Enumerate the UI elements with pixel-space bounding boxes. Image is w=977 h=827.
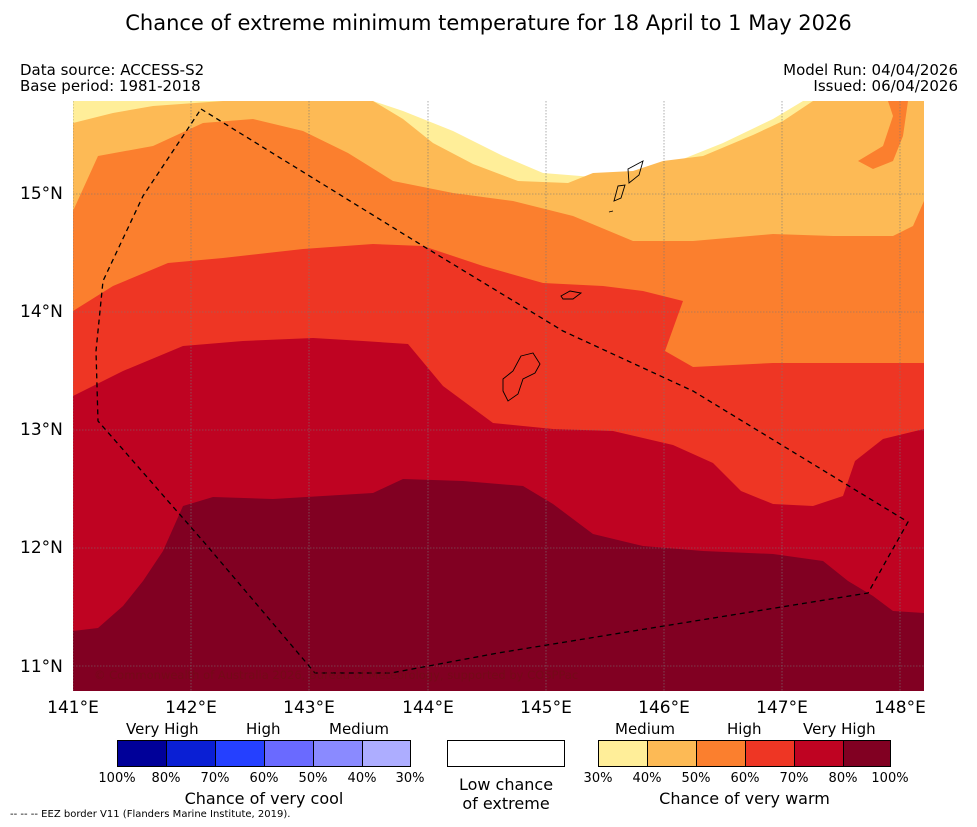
warm-caption: Chance of very warm xyxy=(659,789,830,808)
y-tick-13n: 13°N xyxy=(20,420,63,440)
cool-swatch-5 xyxy=(313,740,363,767)
x-tick-145e: 145°E xyxy=(520,698,572,718)
island-rota xyxy=(560,290,583,300)
low-chance-line1: Low chance xyxy=(458,775,554,794)
warm-swatch-2 xyxy=(647,740,697,767)
warm-label-high: High xyxy=(727,720,762,738)
cool-label-very-high: Very High xyxy=(126,720,199,738)
warm-swatch-4 xyxy=(745,740,795,767)
warm-tick-40: 40% xyxy=(632,771,662,786)
low-chance-caption: Low chance of extreme xyxy=(430,775,582,813)
x-tick-147e: 147°E xyxy=(756,698,808,718)
warm-label-medium: Medium xyxy=(615,720,675,738)
cool-swatch-2 xyxy=(166,740,216,767)
x-tick-141e: 141°E xyxy=(47,698,99,718)
eez-footnote: -- -- -- EEZ border V11 (Flanders Marine… xyxy=(10,809,291,820)
warm-tick-30: 30% xyxy=(583,771,613,786)
forecast-map: © Commonwealth of Australia 2026, Bureau… xyxy=(73,101,924,691)
zone-warm-50-patch xyxy=(858,101,908,169)
map-gridlines xyxy=(73,101,924,691)
x-tick-143e: 143°E xyxy=(283,698,335,718)
x-tick-144e: 144°E xyxy=(402,698,454,718)
warm-swatch-6 xyxy=(843,740,891,767)
cool-tick-30: 30% xyxy=(395,771,425,786)
chart-title: Chance of extreme minimum temperature fo… xyxy=(125,11,852,35)
warm-tick-70: 70% xyxy=(779,771,809,786)
x-tick-146e: 146°E xyxy=(638,698,690,718)
y-tick-14n: 14°N xyxy=(20,302,63,322)
warm-label-very-high: Very High xyxy=(803,720,876,738)
warm-tick-80: 80% xyxy=(828,771,858,786)
cool-caption: Chance of very cool xyxy=(184,789,344,808)
cool-tick-50: 50% xyxy=(298,771,328,786)
zone-low-chance xyxy=(373,101,803,177)
base-period: Base period: 1981-2018 xyxy=(20,77,201,95)
copyright-watermark: © Commonwealth of Australia 2026, Bureau… xyxy=(94,668,578,682)
y-tick-11n: 11°N xyxy=(20,657,63,677)
warm-swatch-5 xyxy=(794,740,844,767)
cool-tick-70: 70% xyxy=(200,771,230,786)
x-tick-148e: 148°E xyxy=(874,698,926,718)
low-chance-line2: of extreme xyxy=(462,794,550,813)
y-tick-12n: 12°N xyxy=(20,538,63,558)
issued-date: Issued: 06/04/2026 xyxy=(813,77,958,95)
cool-tick-60: 60% xyxy=(249,771,279,786)
island-guam xyxy=(502,352,541,402)
cool-tick-80: 80% xyxy=(151,771,181,786)
cool-tick-40: 40% xyxy=(347,771,377,786)
cool-label-medium: Medium xyxy=(329,720,389,738)
cool-swatch-1 xyxy=(117,740,167,767)
data-info: Data source: ACCESS-S2 Base period: 1981… xyxy=(20,62,204,94)
island-aguijan xyxy=(608,210,614,213)
warm-tick-100: 100% xyxy=(871,771,909,786)
warm-swatch-3 xyxy=(696,740,746,767)
model-run: Model Run: 04/04/2026 xyxy=(783,61,958,79)
x-tick-142e: 142°E xyxy=(165,698,217,718)
low-chance-swatch xyxy=(447,740,565,767)
eez-border xyxy=(95,108,909,674)
run-info: Model Run: 04/04/2026 Issued: 06/04/2026 xyxy=(783,62,958,94)
cool-swatch-3 xyxy=(215,740,265,767)
island-tinian xyxy=(613,184,626,202)
warm-tick-50: 50% xyxy=(681,771,711,786)
warm-swatch-1 xyxy=(598,740,648,767)
cool-tick-100: 100% xyxy=(98,771,136,786)
cool-swatch-6 xyxy=(362,740,411,767)
island-saipan xyxy=(627,160,644,184)
islands xyxy=(502,160,644,402)
cool-label-high: High xyxy=(246,720,281,738)
data-source: Data source: ACCESS-S2 xyxy=(20,61,205,79)
warm-tick-60: 60% xyxy=(730,771,760,786)
cool-swatch-4 xyxy=(264,740,314,767)
y-tick-15n: 15°N xyxy=(20,184,63,204)
